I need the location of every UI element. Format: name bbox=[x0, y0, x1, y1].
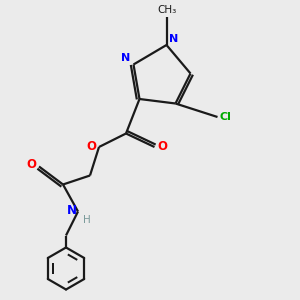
Text: N: N bbox=[67, 203, 76, 217]
Text: CH₃: CH₃ bbox=[157, 5, 176, 15]
Text: O: O bbox=[157, 140, 167, 154]
Text: N: N bbox=[169, 34, 178, 44]
Text: N: N bbox=[121, 53, 130, 63]
Text: Cl: Cl bbox=[219, 112, 231, 122]
Text: H: H bbox=[83, 215, 91, 225]
Text: O: O bbox=[87, 140, 97, 154]
Text: O: O bbox=[27, 158, 37, 171]
